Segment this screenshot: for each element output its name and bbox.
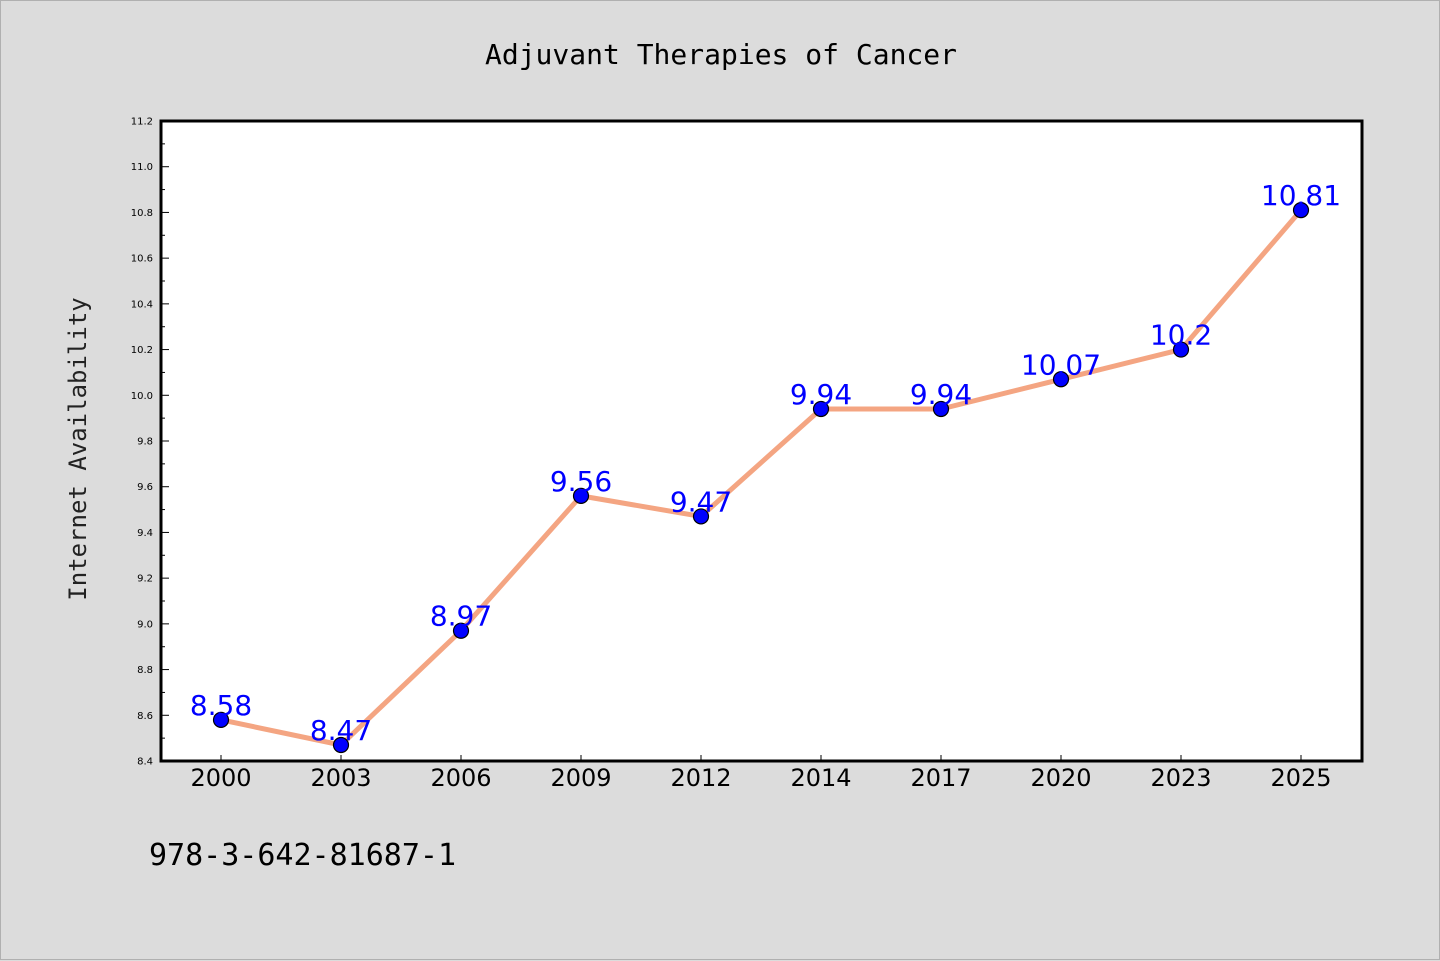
y-tick-label: 9.0 xyxy=(137,619,153,630)
data-label: 8.47 xyxy=(310,714,372,747)
data-point xyxy=(1172,341,1190,358)
plot-area xyxy=(159,119,1364,763)
x-tick-label: 2003 xyxy=(310,764,371,792)
y-tick-label: 10.6 xyxy=(131,254,153,265)
data-point xyxy=(812,400,830,418)
x-tick-label: 2006 xyxy=(430,764,491,792)
y-tick-label: 10.8 xyxy=(131,208,153,219)
data-label: 10.2 xyxy=(1150,319,1212,352)
data-label: 9.94 xyxy=(910,378,972,411)
y-tick-label: 10.2 xyxy=(131,345,153,356)
y-tick-label: 8.6 xyxy=(137,711,153,722)
data-label: 10.07 xyxy=(1021,348,1101,381)
y-axis: 8.4 8.6 8.8 9.0 9.2 9.4 9.6 9.8 10.0 10.2 10.4 10.6… xyxy=(131,117,169,768)
x-tick-label: 2020 xyxy=(1030,764,1091,792)
y-tick-label: 9.8 xyxy=(137,437,153,448)
data-label: 9.94 xyxy=(790,378,852,411)
data-point xyxy=(332,736,350,754)
x-tick-label: 2025 xyxy=(1270,764,1331,792)
data-label: 10.81 xyxy=(1261,179,1341,212)
y-tick-label: 10.4 xyxy=(131,299,153,310)
data-label: 8.97 xyxy=(430,600,492,633)
data-label: 9.56 xyxy=(550,465,612,498)
x-tick-label: 2017 xyxy=(910,764,971,792)
x-tick-label: 2009 xyxy=(550,764,611,792)
x-tick-label: 2000 xyxy=(190,764,251,792)
data-point xyxy=(572,487,590,504)
y-tick-label: 9.6 xyxy=(137,482,153,493)
data-point xyxy=(452,622,470,639)
data-label: 8.58 xyxy=(190,689,252,722)
series-layer xyxy=(212,202,1310,754)
isbn-footer: 978-3-642-81687-1 xyxy=(149,838,456,873)
y-tick-label: 8.4 xyxy=(137,757,153,768)
y-tick-label: 11.2 xyxy=(131,117,153,128)
y-axis-label: Internet Availability xyxy=(64,297,92,600)
data-point xyxy=(932,400,950,418)
data-point xyxy=(692,508,710,525)
y-tick-label: 10.0 xyxy=(131,391,153,402)
x-tick-label: 2014 xyxy=(790,764,851,792)
data-label-layer: 8.58 8.47 8.97 9.56 9.47 9.94 9.94 10.07 10.2 10.… xyxy=(190,179,1341,747)
data-point xyxy=(1292,202,1310,219)
data-point xyxy=(212,711,230,728)
x-tick-label: 2012 xyxy=(670,764,731,792)
y-tick-label: 9.2 xyxy=(137,574,153,585)
x-tick-label: 2023 xyxy=(1150,764,1211,792)
y-tick-label: 9.4 xyxy=(137,528,153,539)
y-tick-label: 8.8 xyxy=(137,665,153,676)
y-tick-label: 11.0 xyxy=(131,162,153,173)
x-axis: 2000 2003 2006 2009 2012 2014 2017 2020 2023 2025 xyxy=(190,755,1332,792)
series-line xyxy=(218,207,1304,748)
data-label: 9.47 xyxy=(670,485,732,518)
chart-title: Adjuvant Therapies of Cancer xyxy=(485,38,957,71)
data-point xyxy=(1052,371,1070,388)
